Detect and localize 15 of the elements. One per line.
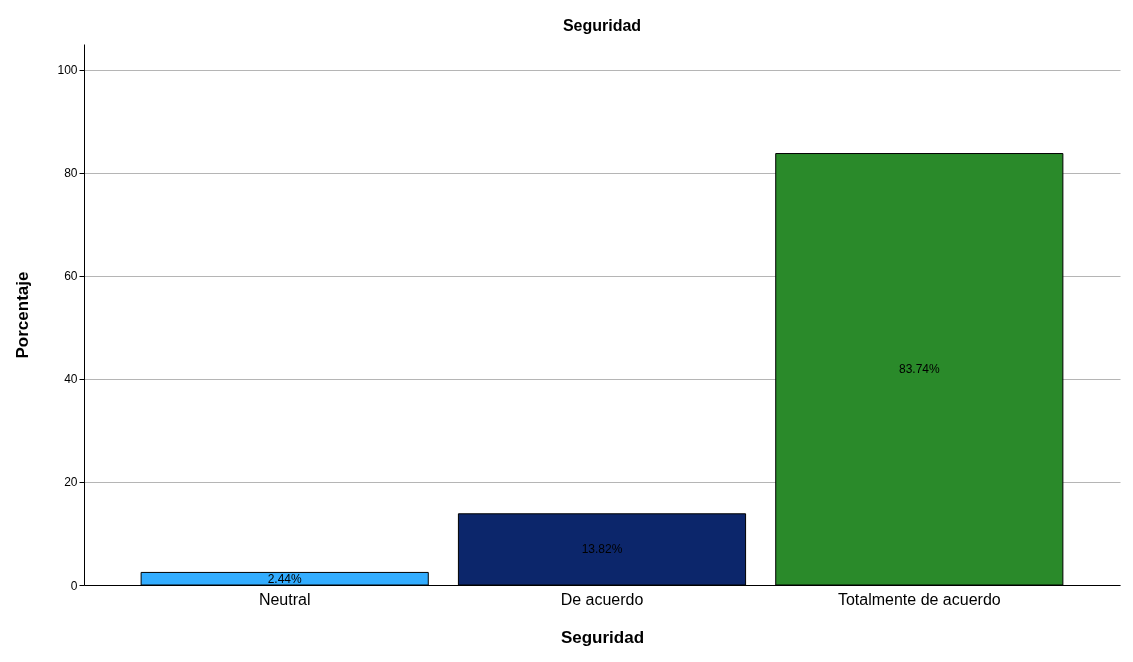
x-axis-title: Seguridad — [560, 627, 645, 647]
data-label: 2.44% — [267, 571, 303, 586]
x-tick-label: De acuerdo — [560, 590, 644, 608]
y-tick-label: 60 — [64, 269, 78, 284]
y-tick-label: 80 — [64, 166, 78, 181]
chart-title: Seguridad — [562, 17, 642, 34]
data-label: 13.82% — [581, 542, 623, 557]
y-tick-label: 40 — [64, 372, 78, 387]
data-label: 83.74% — [898, 362, 940, 377]
y-axis-title: Porcentaje — [13, 271, 33, 359]
x-tick-label: Neutral — [258, 590, 311, 608]
y-tick-label: 20 — [64, 475, 78, 490]
y-tick-label: 100 — [57, 63, 78, 78]
y-tick-label: 0 — [70, 578, 78, 593]
x-tick-label: Totalmente de acuerdo — [837, 590, 1001, 608]
